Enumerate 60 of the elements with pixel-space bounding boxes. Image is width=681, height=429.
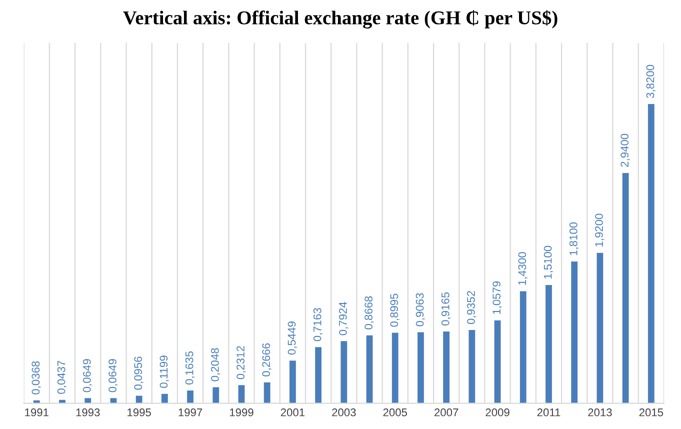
- data-label: 0,1199: [160, 356, 169, 388]
- data-label: 1,5100: [544, 246, 554, 279]
- data-label: 0,1635: [185, 351, 195, 384]
- bar: [648, 104, 654, 404]
- bar: [212, 387, 220, 404]
- x-tick-label: 2013: [588, 408, 612, 416]
- data-label: 0,8668: [364, 296, 374, 330]
- data-label: 0,8995: [390, 294, 400, 327]
- x-tick-label: 2015: [639, 408, 664, 416]
- data-label: 1,9200: [595, 214, 604, 246]
- data-label: 0,2666: [262, 343, 272, 376]
- data-label: 0,2048: [210, 348, 220, 382]
- data-label: 0,0649: [108, 359, 118, 392]
- bar: [187, 390, 194, 404]
- bar: [596, 252, 604, 404]
- x-tick-label: 2005: [383, 408, 408, 416]
- data-label: 0,5449: [288, 322, 297, 355]
- data-label: 1,4300: [518, 252, 528, 285]
- x-tick-label: 1993: [76, 408, 100, 416]
- bar: [494, 320, 501, 404]
- data-label: 0,0437: [57, 360, 67, 394]
- data-label: 0,7924: [339, 302, 348, 336]
- data-label: 0,9063: [416, 293, 426, 326]
- bar: [340, 341, 348, 404]
- data-label: 2,9400: [620, 134, 630, 167]
- data-label: 0,0649: [82, 359, 92, 392]
- bar: [622, 172, 629, 404]
- bar: [238, 385, 245, 404]
- bar: [315, 347, 322, 404]
- x-tick-label: 2003: [332, 408, 356, 416]
- bar: [84, 398, 92, 404]
- x-tick-label: 2001: [280, 408, 305, 416]
- bar: [571, 261, 578, 404]
- bar: [468, 330, 476, 404]
- x-tick-label: 1991: [25, 408, 48, 416]
- data-label: 0,2312: [236, 346, 246, 380]
- data-label: 3,8200: [646, 64, 656, 98]
- x-tick-label: 1997: [178, 408, 202, 416]
- data-label: 1,8100: [569, 222, 579, 256]
- data-label: 0,9165: [441, 292, 451, 326]
- bar: [161, 394, 168, 404]
- chart-title: Vertical axis: Official exchange rate (GH ₵ per US$): [123, 10, 558, 28]
- bar: [520, 291, 526, 404]
- x-tick-label: 1999: [230, 408, 254, 416]
- data-label: 0,7163: [313, 308, 323, 342]
- bar: [392, 332, 398, 404]
- x-tick-label: 1995: [128, 408, 151, 416]
- x-tick-label: 2009: [486, 408, 510, 416]
- bar: [366, 335, 373, 404]
- data-label: 0,0956: [134, 356, 144, 390]
- bar: [546, 284, 552, 404]
- x-tick-label: 2007: [434, 408, 458, 416]
- x-tick-label: 2011: [537, 408, 560, 416]
- data-label: 1,0579: [492, 281, 502, 314]
- bar: [289, 360, 296, 404]
- data-label: 0,9352: [467, 291, 476, 324]
- bar: [443, 331, 450, 404]
- bar: [264, 382, 270, 404]
- data-label: 0,0368: [32, 361, 41, 394]
- bar: [418, 332, 424, 404]
